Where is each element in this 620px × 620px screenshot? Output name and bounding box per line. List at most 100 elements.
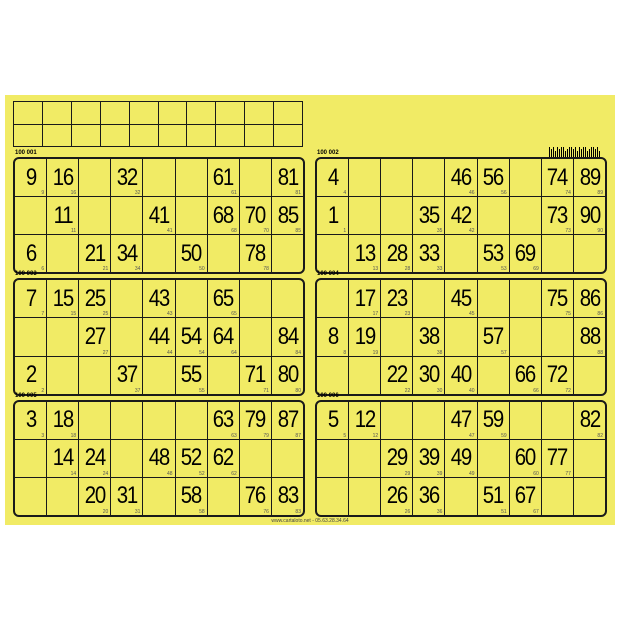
cell-number: 41: [149, 204, 169, 228]
cell-number: 48: [149, 446, 169, 470]
barcode-bar: [581, 149, 582, 157]
top-strip-cell: [216, 102, 244, 125]
cell-small-number: 27: [103, 350, 109, 356]
cell-number: 77: [547, 446, 567, 470]
cell-number: 51: [483, 484, 503, 508]
card-cell: 4646: [445, 159, 477, 196]
cell-small-number: 59: [501, 433, 507, 439]
card-cell: 1515: [47, 280, 79, 317]
top-strip-cell: [43, 125, 71, 147]
barcode-bar: [583, 147, 584, 157]
cell-small-number: 75: [565, 311, 571, 317]
top-strip-col: [14, 102, 43, 146]
card-cell: 2323: [381, 280, 413, 317]
cell-number: 52: [181, 446, 201, 470]
card-cell: 3939: [413, 440, 445, 477]
cell-small-number: 8: [343, 350, 346, 356]
barcode-bar: [563, 147, 564, 157]
card-cell: 6767: [510, 478, 542, 515]
card-cell: 7979: [240, 402, 272, 439]
card-cell: 88: [317, 318, 349, 355]
top-strip-cell: [274, 102, 302, 125]
card-cell: [349, 440, 381, 477]
card-cell: 1313: [349, 235, 381, 272]
cell-number: 15: [53, 287, 73, 311]
top-strip-cell: [43, 102, 71, 125]
barcode-bar: [549, 147, 550, 157]
card-row: 17172323454575758686: [317, 280, 605, 318]
cell-number: 75: [547, 287, 567, 311]
card-cell: 22: [15, 357, 47, 394]
cell-number: 35: [419, 204, 439, 228]
top-strip-cell: [274, 125, 302, 147]
card-cell: 4545: [445, 280, 477, 317]
cell-small-number: 25: [103, 311, 109, 317]
barcode-bar: [589, 149, 590, 157]
cell-small-number: 64: [231, 350, 237, 356]
card-cell: [240, 280, 272, 317]
card-cell: 2525: [79, 280, 111, 317]
cell-small-number: 71: [263, 388, 269, 394]
cell-number: 36: [419, 484, 439, 508]
card-cell: [317, 235, 349, 272]
cell-small-number: 35: [437, 228, 443, 234]
card-cell: [111, 440, 143, 477]
card-cell: [478, 197, 510, 234]
card-cell: 7878: [240, 235, 272, 272]
card-cell: 6666: [510, 357, 542, 394]
card-cell: [79, 197, 111, 234]
card-row: 991616323261618181: [15, 159, 303, 197]
card-grid: 7715152525434365652727444454546464848422…: [13, 278, 305, 395]
card-cell: 33: [15, 402, 47, 439]
card-cell: 5151: [478, 478, 510, 515]
card-cell: [208, 235, 240, 272]
top-strip-col: [43, 102, 72, 146]
cell-number: 54: [181, 325, 201, 349]
card-cell: [111, 402, 143, 439]
cell-number: 9: [26, 166, 36, 190]
card-row: 14142424484852526262: [15, 440, 303, 478]
cell-number: 69: [515, 242, 535, 266]
cell-small-number: 33: [437, 266, 443, 272]
card-cell: 3636: [413, 478, 445, 515]
card-cell: [445, 478, 477, 515]
card-cell: 5656: [478, 159, 510, 196]
card-cell: [15, 478, 47, 515]
cell-small-number: 42: [469, 228, 475, 234]
card-cell: 1616: [47, 159, 79, 196]
cell-number: 8: [328, 325, 338, 349]
card-cell: 1212: [349, 402, 381, 439]
card-cell: [111, 318, 143, 355]
card-cell: 7272: [542, 357, 574, 394]
barcode-bar: [585, 147, 586, 157]
card-cell: [47, 357, 79, 394]
cell-number: 56: [483, 166, 503, 190]
card-cell: [478, 280, 510, 317]
cell-small-number: 46: [469, 190, 475, 196]
card-cell: 7676: [240, 478, 272, 515]
card-cell: 8181: [272, 159, 303, 196]
cell-number: 70: [245, 204, 265, 228]
top-strip-cell: [72, 125, 100, 147]
cell-small-number: 88: [597, 350, 603, 356]
card-cell: 2929: [381, 440, 413, 477]
cell-small-number: 80: [295, 388, 301, 394]
cell-small-number: 4: [343, 190, 346, 196]
cell-number: 28: [387, 242, 407, 266]
card-cell: [143, 357, 175, 394]
cell-number: 50: [181, 242, 201, 266]
card-row: 771515252543436565: [15, 280, 303, 318]
card-cell: 6363: [208, 402, 240, 439]
cell-number: 40: [451, 363, 471, 387]
card-cell: 4040: [445, 357, 477, 394]
cell-small-number: 16: [71, 190, 77, 196]
card-grid: 3318186363797987871414242448485252626220…: [13, 400, 305, 517]
cell-number: 64: [213, 325, 233, 349]
cell-number: 29: [387, 446, 407, 470]
cell-number: 86: [579, 287, 599, 311]
card-cell: [510, 318, 542, 355]
card-row: 331818636379798787: [15, 402, 303, 440]
card-cell: 5959: [478, 402, 510, 439]
card-cell: 3232: [111, 159, 143, 196]
cell-number: 34: [117, 242, 137, 266]
